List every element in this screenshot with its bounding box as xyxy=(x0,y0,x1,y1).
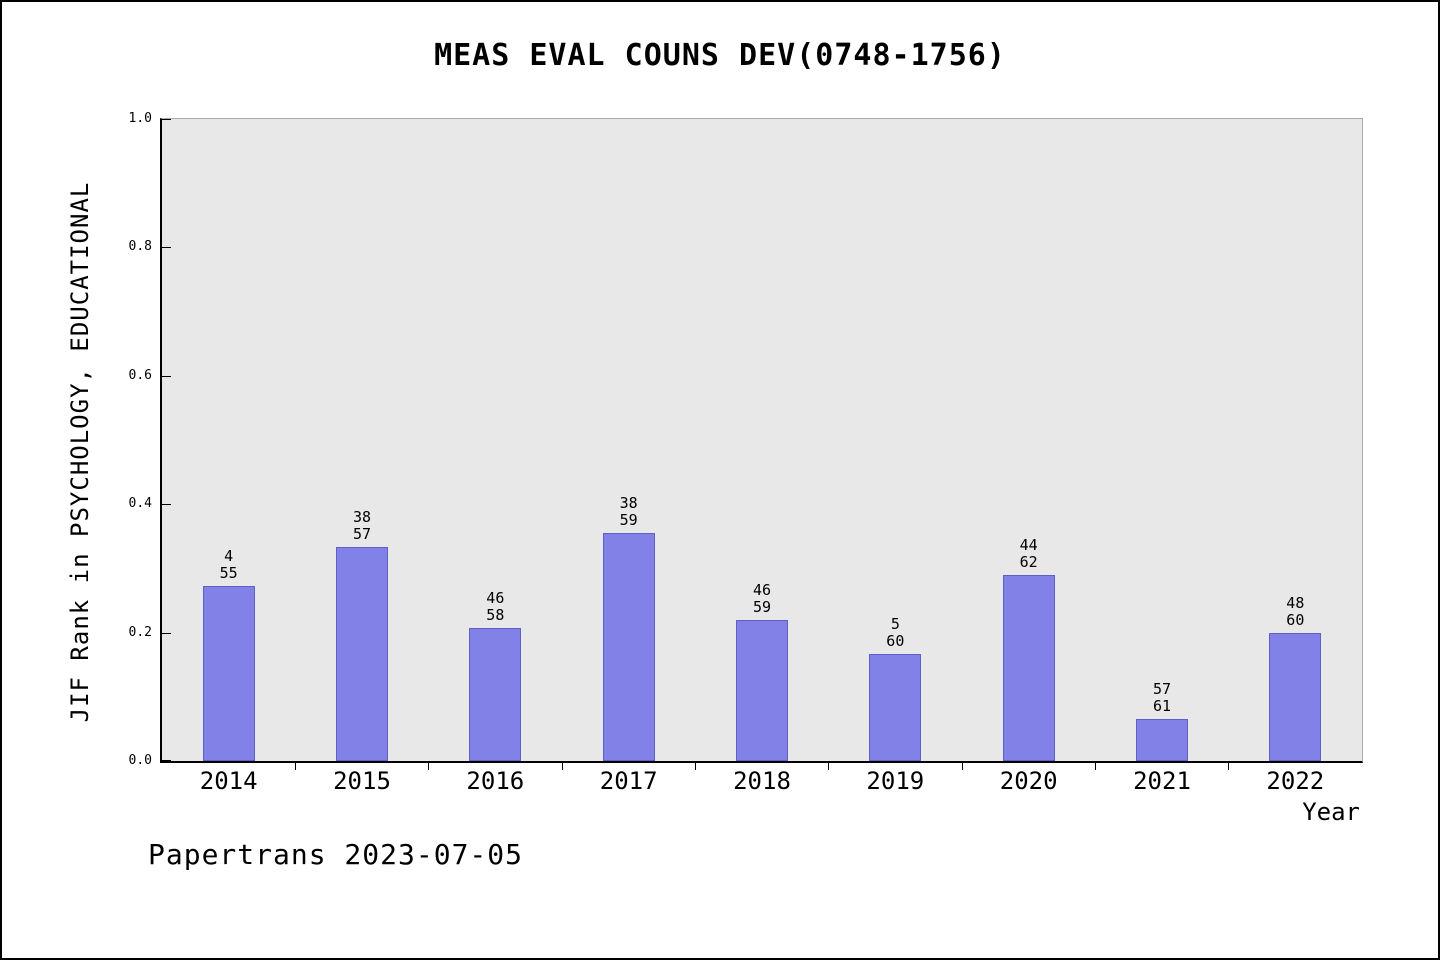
bar xyxy=(736,619,788,761)
bar-value-label: 5 60 xyxy=(886,614,905,650)
y-tick-label: 0.4 xyxy=(128,496,152,512)
y-tick-mark xyxy=(162,760,171,761)
y-tick-label: 0.6 xyxy=(128,367,152,383)
x-tick-label: 2018 xyxy=(733,767,791,795)
bar-value-label: 48 60 xyxy=(1286,593,1305,629)
bar-value-label: 46 58 xyxy=(486,589,505,625)
footer-watermark: Papertrans 2023-07-05 xyxy=(148,838,524,871)
y-tick-mark xyxy=(162,375,171,377)
x-minor-tick xyxy=(1094,761,1096,770)
bar xyxy=(336,547,388,761)
x-minor-tick xyxy=(828,761,830,770)
bar-value-label: 4 55 xyxy=(219,546,238,582)
y-tick-label: 0.8 xyxy=(128,239,152,255)
x-tick-label: 2016 xyxy=(466,767,525,795)
x-tick-label: 2019 xyxy=(866,767,925,795)
y-tick-mark xyxy=(162,504,171,506)
y-tick-label: 1.0 xyxy=(128,111,152,126)
x-tick-label: 2014 xyxy=(199,767,258,795)
x-tick-label: 2020 xyxy=(999,767,1058,795)
bar xyxy=(1136,718,1188,761)
bar-value-label: 57 61 xyxy=(1152,679,1172,715)
y-axis-label: JIF Rank in PSYCHOLOGY, EDUCATIONAL xyxy=(66,181,94,723)
x-tick-label: 2017 xyxy=(599,767,658,795)
x-minor-tick xyxy=(294,761,296,770)
x-tick-label: 2015 xyxy=(333,767,391,795)
x-minor-tick xyxy=(561,761,563,770)
x-tick-label: 2021 xyxy=(1133,767,1191,795)
y-tick-mark xyxy=(162,247,171,249)
bar xyxy=(469,628,522,761)
chart-title: MEAS EVAL COUNS DEV(0748-1756) xyxy=(434,38,1006,73)
x-axis-label: Year xyxy=(1302,798,1360,826)
bar xyxy=(869,653,922,761)
bar xyxy=(1269,632,1322,761)
x-minor-tick xyxy=(694,761,696,770)
bar-value-label: 38 59 xyxy=(619,493,638,529)
bar xyxy=(202,585,255,761)
bar-value-label: 46 59 xyxy=(752,580,772,616)
bar xyxy=(1002,574,1055,761)
plot-area: 0.0 0.2 0.4 0.6 0.8 1.0 4 55 2014 38 57 2015 46 58 201… xyxy=(129,111,1363,795)
x-minor-tick xyxy=(961,761,963,770)
bar xyxy=(602,532,655,761)
y-tick-mark xyxy=(162,632,171,634)
y-tick-label: 0.0 xyxy=(128,753,152,768)
x-minor-tick xyxy=(1228,761,1230,770)
y-tick-mark xyxy=(162,119,171,120)
y-tick-label: 0.2 xyxy=(128,624,152,640)
x-minor-tick xyxy=(428,761,430,770)
x-tick-label: 2022 xyxy=(1266,767,1325,795)
bar-value-label: 38 57 xyxy=(352,508,372,544)
bar-value-label: 44 62 xyxy=(1019,535,1038,571)
